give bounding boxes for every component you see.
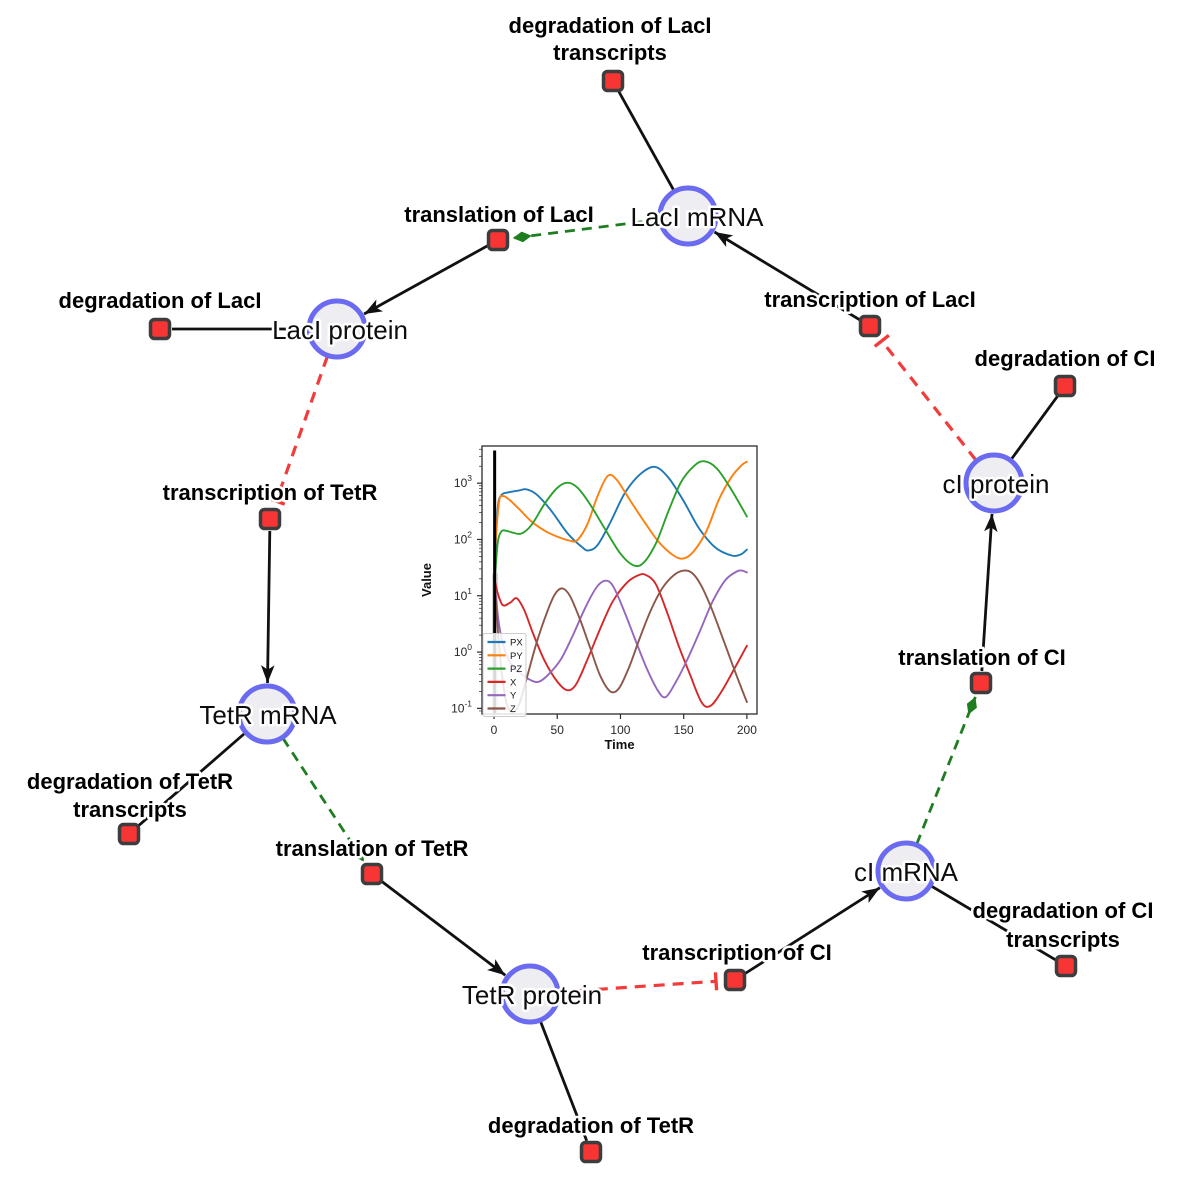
species-node-tetr_protein[interactable] [499, 963, 561, 1025]
edge-consumption-laci_mrna-to-deg_laci_tx [617, 90, 676, 192]
legend-label-PY: PY [510, 651, 523, 662]
edge-consumption-tetr_protein-to-deg_tetr [539, 1020, 589, 1142]
series-PX [494, 465, 748, 557]
reaction-label-translation_ci: translation of CI [898, 645, 1065, 670]
edge-consumption-tetr_mrna-to-deg_tetr_tx [137, 731, 247, 828]
reaction-node-translation_ci[interactable] [969, 671, 993, 695]
reaction-label-deg_ci: degradation of CI [975, 346, 1156, 371]
edge-production-transcription_tetr-to-tetr_mrna [260, 530, 275, 684]
series-PY [494, 460, 748, 560]
y-tick-label: 100 [454, 642, 472, 659]
reaction-label-deg_ci_tx-line1: degradation of CI [973, 898, 1154, 923]
legend-label-Y: Y [510, 691, 517, 702]
x-tick-label: 0 [491, 723, 498, 737]
edge-production-transcription_laci-to-laci_mrna [713, 230, 861, 321]
y-tick-label: 101 [454, 586, 472, 603]
series-X [493, 573, 748, 708]
x-tick-label: 150 [674, 723, 694, 737]
reaction-label-deg_tetr_tx-line1: degradation of TetR [27, 769, 233, 794]
legend-label-X: X [510, 677, 517, 688]
edge-production-translation_tetr-to-tetr_protein [380, 880, 507, 977]
y-tick-label: 103 [454, 473, 472, 490]
reaction-node-deg_laci_tx[interactable] [601, 69, 625, 93]
reaction-node-deg_laci[interactable] [148, 317, 172, 341]
species-label-ci_mrna: cI mRNA [854, 857, 959, 887]
x-tick-label: 200 [737, 723, 757, 737]
species-label-tetr_mrna: TetR mRNA [199, 700, 337, 730]
reaction-node-translation_tetr[interactable] [360, 862, 384, 886]
plot-area [481, 445, 758, 715]
species-label-tetr_protein: TetR protein [462, 980, 602, 1010]
edge-inhibition-tetr_protein-to-transcription_ci [558, 972, 719, 994]
species-label-laci_mrna: LacI mRNA [631, 202, 765, 232]
legend-label-PZ: PZ [510, 664, 522, 675]
species-label-laci_protein: LacI protein [272, 315, 408, 345]
reaction-node-deg_tetr_tx[interactable] [117, 822, 141, 846]
reaction-label-transcription_tetr: transcription of TetR [163, 480, 378, 505]
axis-ticks [477, 448, 748, 719]
species-node-ci_mrna[interactable] [875, 840, 937, 902]
edge-layer [137, 90, 1060, 1142]
reaction-node-transcription_tetr[interactable] [258, 507, 282, 531]
series-PZ [494, 460, 748, 575]
edge-modifier-tetr_mrna-to-translation_tetr [281, 737, 365, 863]
species-node-tetr_mrna[interactable] [236, 683, 298, 745]
species-node-laci_mrna[interactable] [657, 185, 719, 247]
x-axis-title: Time [604, 737, 634, 752]
species-label-ci_protein: cI protein [943, 469, 1050, 499]
reaction-node-deg_ci_tx[interactable] [1054, 954, 1078, 978]
reaction-node-transcription_ci[interactable] [723, 968, 747, 992]
species-node-laci_protein[interactable] [306, 298, 368, 360]
edge-production-translation_laci-to-laci_protein [363, 244, 489, 316]
x-tick-label: 50 [551, 723, 565, 737]
legend-label-PX: PX [510, 638, 523, 649]
x-tick-label: 100 [610, 723, 630, 737]
inset-chart: 0 50 100 150 20010310210110010-1TimeValuePXP… [419, 436, 775, 762]
reaction-node-deg_tetr[interactable] [579, 1140, 603, 1164]
edge-consumption-ci_mrna-to-deg_ci_tx [930, 884, 1057, 962]
chart-legend: PX PY PZ XYZ [482, 633, 527, 717]
edge-modifier-laci_mrna-to-translation_laci [512, 218, 660, 243]
reaction-label-deg_ci_tx-line2: transcripts [1006, 927, 1120, 952]
label-layer: LacI mRNA LacI protein TetR mRNA TetR prote… [24, 11, 1158, 1141]
edge-production-translation_ci-to-ci_protein [980, 513, 998, 672]
edge-inhibition-laci_protein-to-transcription_tetr [267, 355, 329, 506]
reaction-label-transcription_ci: transcription of CI [642, 940, 831, 965]
legend-label-Z: Z [510, 704, 516, 715]
edge-consumption-ci_protein-to-deg_ci [1009, 394, 1060, 461]
reaction-label-translation_tetr: translation of TetR [276, 836, 469, 861]
edge-modifier-ci_mrna-to-translation_ci [915, 696, 977, 845]
y-tick-label: 102 [454, 529, 472, 546]
reaction-label-deg_tetr_tx-line2: transcripts [73, 797, 187, 822]
reaction-label-translation_laci: translation of LacI [404, 202, 593, 227]
y-tick-label: 10-1 [451, 698, 472, 715]
edge-inhibition-ci_protein-to-transcription_laci [873, 333, 978, 462]
species-node-ci_protein[interactable] [963, 452, 1025, 514]
y-axis-title: Value [419, 563, 434, 597]
reaction-label-deg_laci: degradation of LacI [59, 288, 262, 313]
edge-production-transcription_ci-to-ci_mrna [744, 886, 881, 975]
reaction-label-deg_tetr: degradation of TetR [488, 1113, 694, 1138]
reaction-node-deg_ci[interactable] [1053, 374, 1077, 398]
node-layer [117, 69, 1078, 1164]
reaction-label-deg_laci_tx-line1: degradation of LacI [509, 13, 712, 38]
reaction-node-transcription_laci[interactable] [858, 314, 882, 338]
reaction-node-translation_laci[interactable] [486, 228, 510, 252]
reaction-label-transcription_laci: transcription of LacI [764, 287, 975, 312]
reaction-label-deg_laci_tx-line2: transcripts [553, 40, 667, 65]
